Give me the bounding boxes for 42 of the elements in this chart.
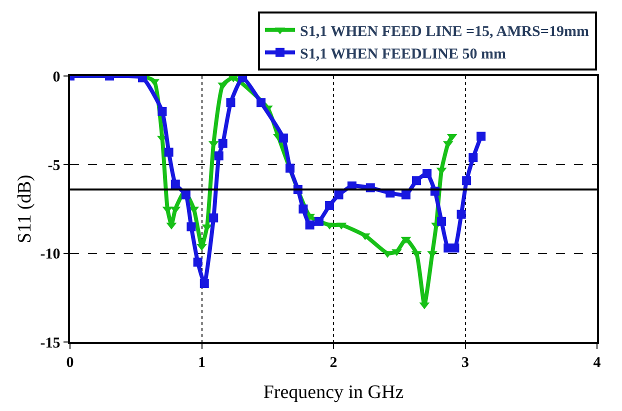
- point: [214, 151, 224, 160]
- x-tick-label: 3: [462, 354, 469, 371]
- point: [437, 216, 446, 226]
- y-tick-label: -15: [40, 335, 60, 352]
- point: [196, 244, 207, 251]
- point: [314, 216, 324, 226]
- x-tick-label: 0: [66, 354, 74, 371]
- y-tick-label: -5: [48, 158, 60, 174]
- point: [412, 176, 421, 186]
- legend-label: S1,1 WHEN FEEDLINE 50 mm: [300, 46, 507, 62]
- point: [226, 98, 236, 108]
- point: [468, 153, 478, 162]
- point: [298, 204, 308, 214]
- point: [476, 132, 486, 141]
- point: [158, 106, 167, 116]
- point: [325, 200, 334, 210]
- point: [181, 190, 190, 200]
- x-tick-label: 2: [330, 354, 338, 371]
- point: [286, 164, 295, 173]
- point: [334, 190, 344, 200]
- point: [422, 169, 432, 178]
- point: [305, 220, 314, 230]
- point: [186, 222, 196, 232]
- point: [278, 134, 288, 143]
- point: [209, 213, 218, 222]
- point: [170, 180, 180, 189]
- point: [462, 176, 472, 186]
- legend-label: S1,1 WHEN FEED LINE =15, AMRS=19mm: [300, 24, 590, 40]
- point: [200, 278, 209, 288]
- point: [193, 258, 202, 267]
- x-axis-title: Frequency in GHz: [263, 382, 404, 404]
- y-axis-title: S11 (dB): [14, 174, 36, 244]
- point: [401, 190, 410, 200]
- point: [256, 98, 266, 108]
- point: [164, 148, 174, 157]
- point: [456, 210, 466, 219]
- x-tick-label: 1: [198, 354, 206, 371]
- point: [392, 249, 402, 256]
- y-tick-label: 0: [52, 69, 60, 86]
- point: [218, 138, 228, 148]
- x-tick-label: 4: [593, 354, 602, 371]
- y-tick-label: -10: [40, 246, 60, 263]
